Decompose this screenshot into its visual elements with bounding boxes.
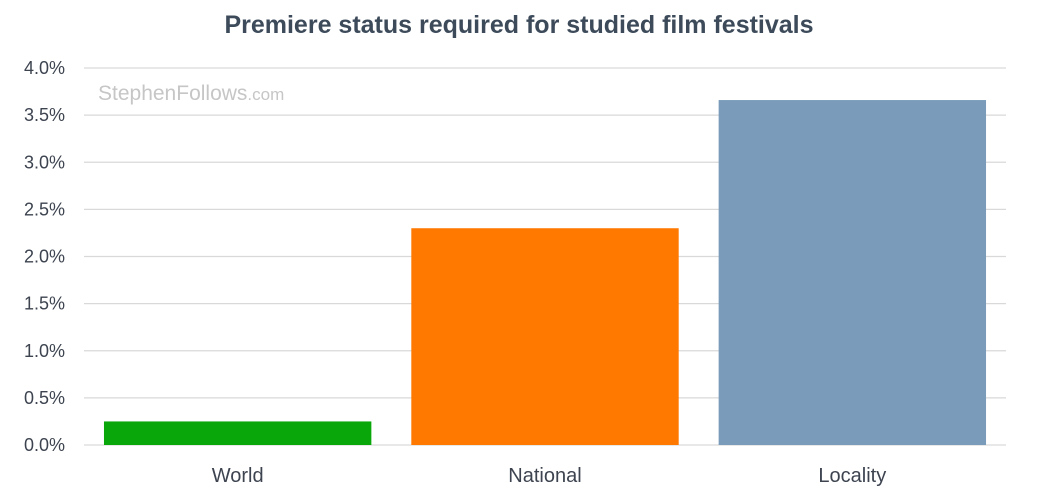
bar-world <box>103 421 372 445</box>
watermark-main: StephenFollows <box>98 82 247 105</box>
y-tick-label: 0.0% <box>24 435 65 455</box>
bar-national <box>411 228 679 445</box>
bars <box>103 100 987 446</box>
y-tick-label: 3.5% <box>24 105 65 125</box>
y-tick-label: 4.0% <box>24 58 65 78</box>
y-tick-label: 0.5% <box>24 388 65 408</box>
watermark: StephenFollows.com <box>98 82 284 105</box>
x-category-label: World <box>212 465 264 487</box>
y-tick-label: 2.5% <box>24 199 65 219</box>
x-category-label: National <box>508 465 581 487</box>
y-tick-label: 3.0% <box>24 152 65 172</box>
y-axis-tick-labels: 0.0% 0.5% 1.0% 1.5% 2.0% 2.5% 3.0% 3.5% 4.0% <box>24 58 65 455</box>
watermark-suffix: .com <box>247 85 284 104</box>
x-category-label: Locality <box>818 465 886 487</box>
y-tick-label: 1.0% <box>24 341 65 361</box>
y-tick-label: 1.5% <box>24 294 65 314</box>
bar-locality <box>718 100 987 446</box>
x-axis-category-labels: World National Locality <box>212 465 887 487</box>
y-tick-label: 2.0% <box>24 247 65 267</box>
chart-title: Premiere status required for studied fil… <box>224 11 813 39</box>
